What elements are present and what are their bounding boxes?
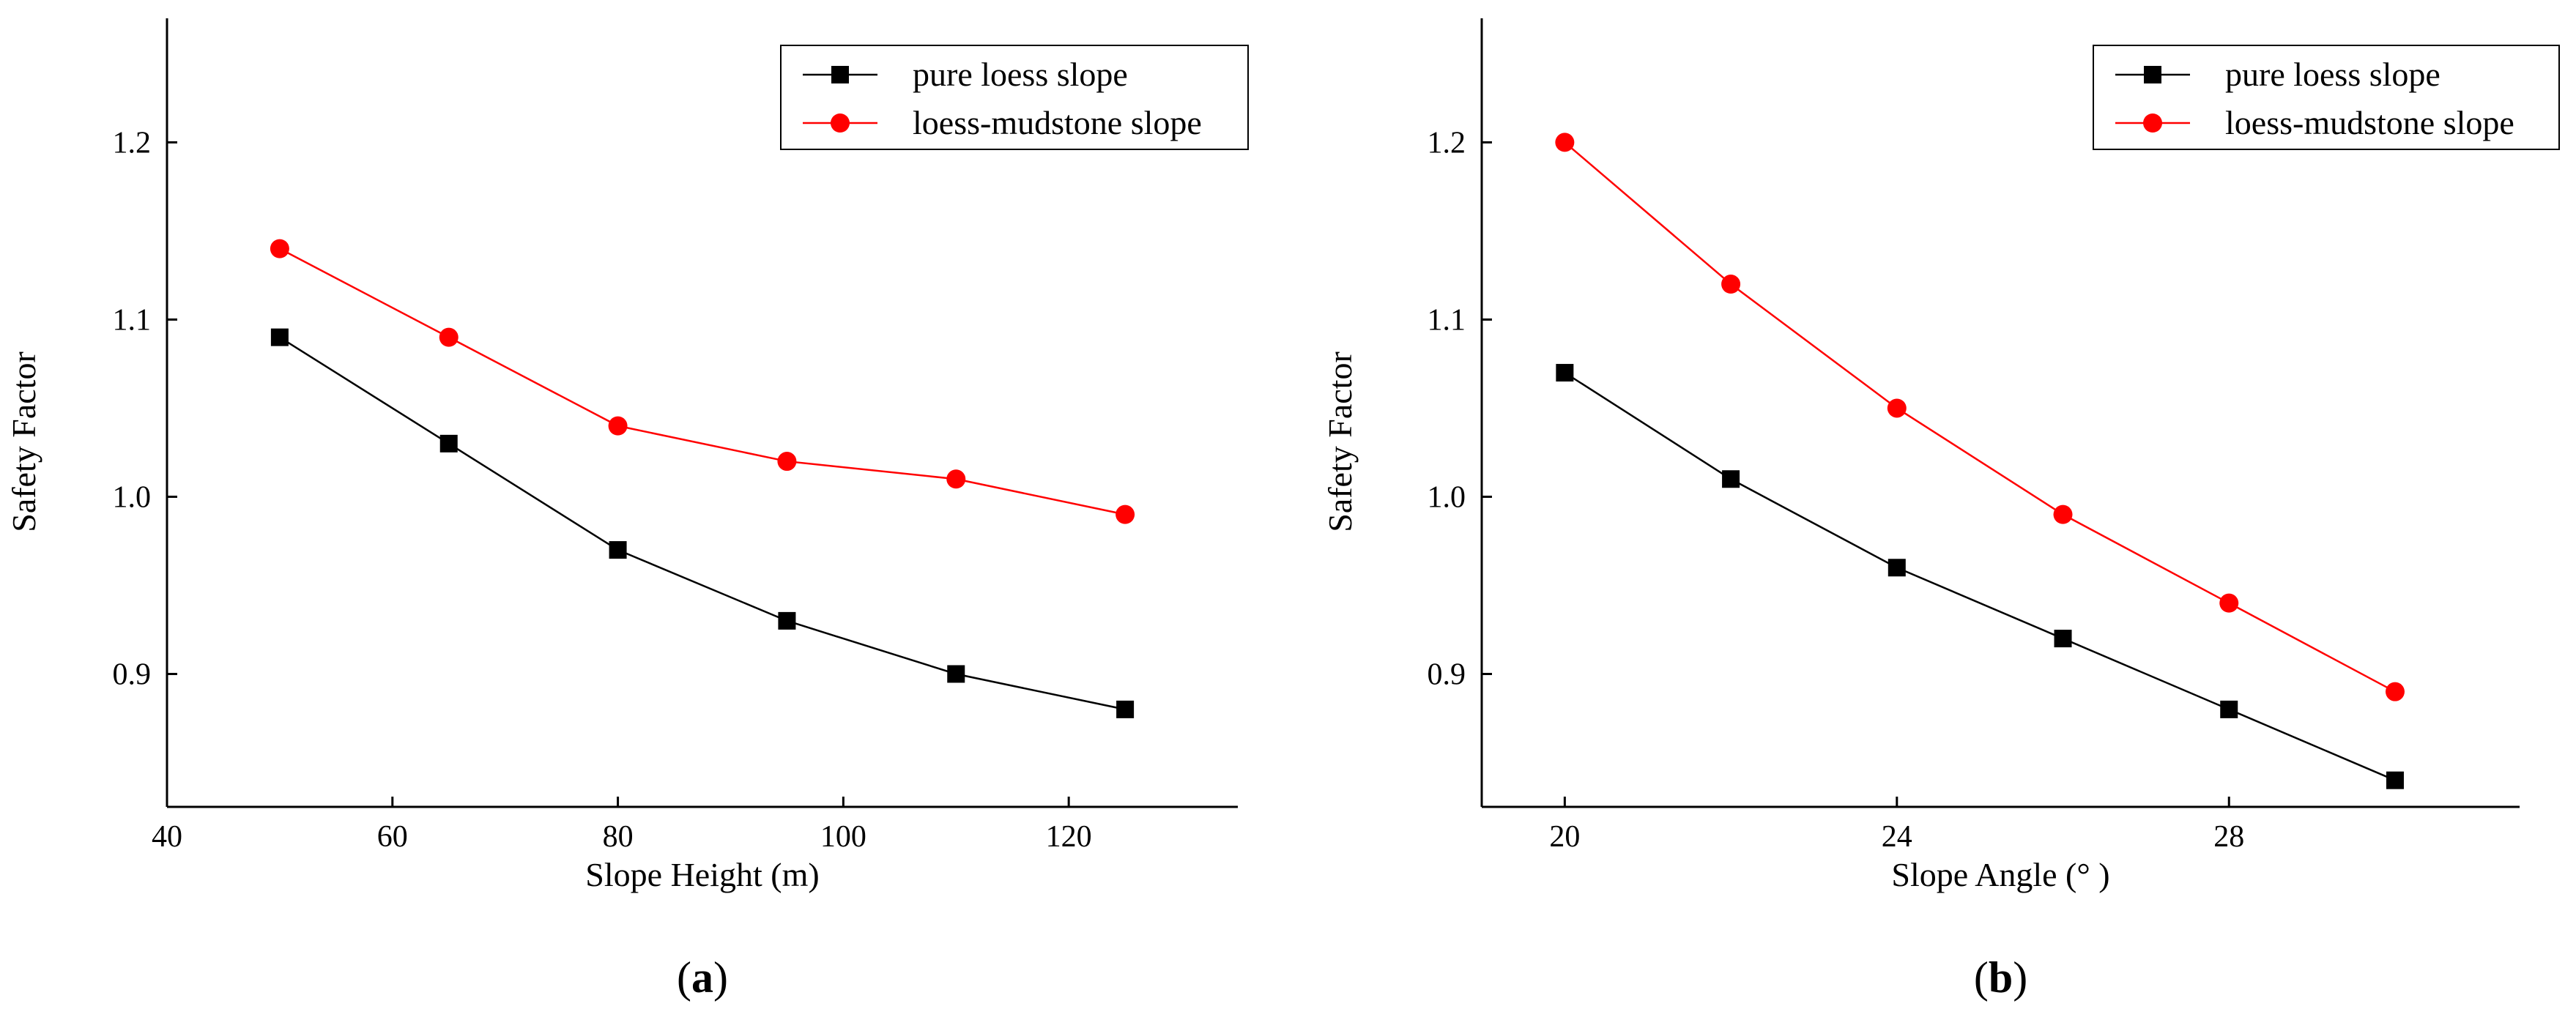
legend-label: loess-mudstone slope [2225, 104, 2514, 141]
x-tick-label: 20 [1549, 820, 1580, 854]
data-point [778, 611, 796, 630]
legend-label: pure loess slope [913, 56, 1128, 93]
data-point [1116, 504, 1135, 524]
y-tick-label: 1.0 [1428, 480, 1466, 514]
data-point [2386, 771, 2404, 789]
chart-panel-a: 0.9 1.0 1.1 1.2 40 60 80 100 120 Slope Height (m)… [5, 18, 1249, 1002]
data-point [947, 665, 965, 683]
x-tick-label: 24 [1882, 820, 1912, 854]
data-point [2219, 593, 2239, 613]
panel-label: (b) [1974, 953, 2027, 1002]
legend-marker [2143, 113, 2162, 133]
y-tick-label: 1.2 [1428, 126, 1466, 160]
y-tick-label: 1.1 [113, 303, 152, 337]
legend-box [780, 45, 1249, 150]
data-point [1721, 275, 1741, 294]
y-tick-label: 0.9 [113, 658, 152, 691]
data-point [1887, 398, 1907, 418]
x-tick-label: 40 [152, 820, 182, 854]
x-tick-label: 80 [603, 820, 634, 854]
series-line [1564, 141, 2396, 693]
legend-marker [831, 66, 849, 83]
chart-panel-b: 0.9 1.0 1.1 1.2 20 24 28 Slope Angle (° ) Safety… [1321, 18, 2560, 1002]
legend-label: pure loess slope [2225, 56, 2440, 93]
data-point [777, 452, 797, 472]
series-line [1564, 371, 2396, 781]
legend-label: loess-mudstone slope [913, 104, 1202, 141]
data-point [2385, 682, 2405, 701]
x-axis-title: Slope Angle (° ) [1891, 856, 2109, 893]
data-point [439, 434, 458, 452]
data-point [1888, 559, 1906, 577]
legend: pure loess slope loess-mudstone slope [2093, 45, 2560, 150]
data-point [1555, 133, 1575, 152]
data-point [608, 416, 628, 436]
data-point [270, 328, 289, 346]
y-tick-label: 0.9 [1428, 658, 1466, 691]
data-point [946, 469, 966, 489]
y-axis-title: Safety Factor [5, 351, 42, 532]
series-line [279, 247, 1126, 515]
data-point [609, 541, 627, 559]
x-tick-label: 100 [820, 820, 866, 854]
data-point [1722, 470, 1740, 488]
data-point [2220, 700, 2238, 718]
x-tick-label: 120 [1046, 820, 1092, 854]
y-tick-label: 1.0 [113, 480, 152, 514]
data-point [1556, 364, 1574, 382]
data-point [1116, 700, 1135, 718]
panel-label: (a) [677, 953, 728, 1002]
data-point [2054, 630, 2072, 648]
legend: pure loess slope loess-mudstone slope [780, 45, 1249, 150]
series-loess-mudstone [270, 239, 1135, 524]
series-pure-loess [1556, 364, 2404, 789]
x-tick-label: 60 [377, 820, 408, 854]
data-point [439, 327, 459, 347]
legend-box [2093, 45, 2560, 150]
data-point [270, 239, 289, 258]
legend-marker [2144, 66, 2161, 83]
series-pure-loess [270, 328, 1135, 718]
x-axis-title: Slope Height (m) [585, 856, 819, 893]
series-line [279, 336, 1126, 711]
legend-marker [831, 113, 850, 133]
y-tick-label: 1.1 [1428, 303, 1466, 337]
x-tick-label: 28 [2213, 820, 2244, 854]
series-loess-mudstone [1555, 133, 2405, 701]
data-point [2053, 504, 2073, 524]
y-tick-label: 1.2 [113, 126, 152, 160]
y-axis-title: Safety Factor [1321, 351, 1359, 532]
